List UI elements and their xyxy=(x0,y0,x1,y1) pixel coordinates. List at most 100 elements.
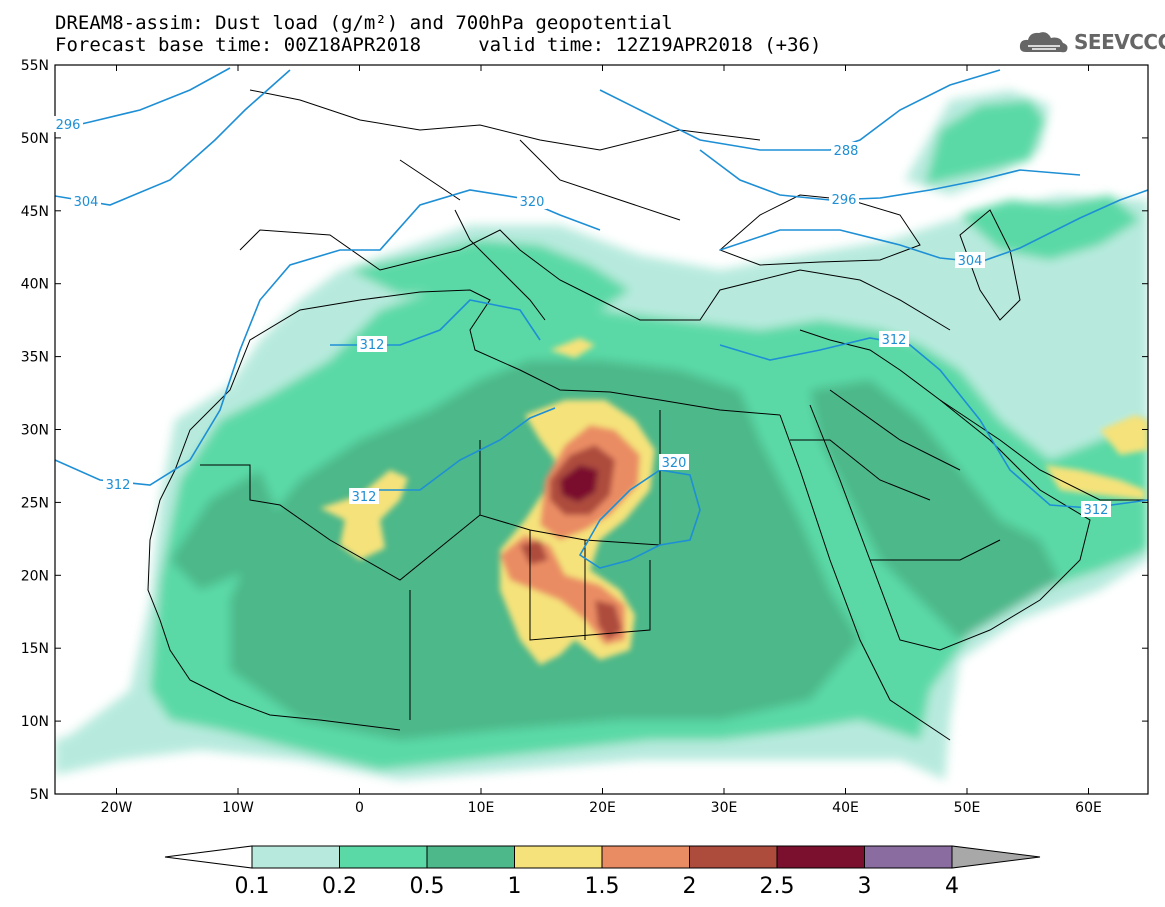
coast-red-sea xyxy=(779,414,951,741)
contour-label-bg xyxy=(659,454,689,470)
contour-312-mid xyxy=(330,299,541,346)
colorbar: 0.1 0.2 0.5 1 1.5 2 2.5 3 4 xyxy=(164,845,1041,899)
contour-312-west xyxy=(55,189,601,486)
lat-label: 25N xyxy=(21,495,49,511)
dust-peak-layers xyxy=(320,338,1148,665)
coast-italy xyxy=(454,209,546,321)
lon-label: 10W xyxy=(222,800,254,816)
contour-label-bg xyxy=(879,331,909,347)
colorbar-tick-label: 0.2 xyxy=(322,874,357,899)
contour-296-east xyxy=(699,149,1081,201)
lon-label: 50E xyxy=(954,800,981,816)
lat-label: 45N xyxy=(21,204,49,220)
geopotential-contours xyxy=(55,67,1148,569)
dust-level-1-gulf-east xyxy=(1100,415,1148,455)
contour-label-bg xyxy=(517,193,547,209)
contour-label-bg xyxy=(357,336,387,352)
contour-label: 312 xyxy=(1084,503,1109,518)
dust-level-1-med xyxy=(550,338,595,358)
lon-label: 30E xyxy=(711,800,738,816)
contour-label: 296 xyxy=(832,193,857,208)
lat-label: 55N xyxy=(21,58,49,74)
colorbar-tick-label: 0.1 xyxy=(235,874,270,899)
contour-320-loop xyxy=(578,469,701,569)
colorbar-swatch xyxy=(776,845,865,869)
coast-africa-west xyxy=(147,299,401,731)
coast-europe xyxy=(239,229,951,331)
colorbar-swatch xyxy=(251,845,340,869)
colorbar-tick-label: 1.5 xyxy=(585,874,620,899)
map-subtitle: Forecast base time: 00Z18APR2018 valid t… xyxy=(55,34,822,56)
colorbar-tick-label: 3 xyxy=(858,874,872,899)
contour-label-bg xyxy=(955,252,985,268)
lat-label: 50N xyxy=(21,131,49,147)
lat-label: 20N xyxy=(21,568,49,584)
colorbar-swatch xyxy=(339,845,428,869)
dust-level-0.2-caspian xyxy=(925,100,1045,185)
contour-312-east xyxy=(719,337,1148,509)
lon-label: 10E xyxy=(468,800,495,816)
map-area xyxy=(55,65,1148,794)
colorbar-lower-arrow xyxy=(164,845,253,869)
cloud-logo-icon xyxy=(1019,32,1068,53)
contour-label: 296 xyxy=(56,118,81,133)
colorbar-tick-label: 0.5 xyxy=(410,874,445,899)
coast-caspian xyxy=(959,209,1021,321)
border-lines-africa xyxy=(200,410,661,720)
colorbar-swatch xyxy=(426,845,515,869)
contour-label: 312 xyxy=(360,338,385,353)
dust-level-1-west xyxy=(320,470,408,560)
coast-africa-north xyxy=(359,289,781,416)
contour-label-bg xyxy=(349,488,379,504)
coast-persian-gulf xyxy=(939,399,1148,501)
logo-text: SEEVCCC xyxy=(1074,30,1165,54)
lat-label: 5N xyxy=(30,787,49,803)
colorbar-upper-arrow xyxy=(951,845,1041,869)
lon-label: 20W xyxy=(101,800,133,816)
contour-label: 312 xyxy=(352,490,377,505)
contour-label-bg xyxy=(831,142,861,158)
contour-label-bg xyxy=(53,116,83,132)
dust-level-0.5-arabia xyxy=(810,380,1060,640)
contour-label: 304 xyxy=(958,254,983,269)
colorbar-swatch xyxy=(601,845,690,869)
lon-label: 40E xyxy=(832,800,859,816)
dust-level-2-south xyxy=(595,600,622,640)
contour-label: 320 xyxy=(520,195,545,210)
coastlines xyxy=(147,89,1148,741)
lat-label: 35N xyxy=(21,350,49,366)
colorbar-tick-label: 1 xyxy=(508,874,522,899)
dust-level-2-mid xyxy=(520,540,548,565)
coast-black-sea xyxy=(719,194,921,266)
border-lines-mideast xyxy=(790,389,1001,561)
contour-label: 320 xyxy=(662,456,687,471)
coast-arabia xyxy=(799,329,1091,651)
contour-label: 312 xyxy=(106,478,131,493)
contour-label-bg xyxy=(1081,501,1111,517)
lon-label: 20E xyxy=(589,800,616,816)
contour-label: 312 xyxy=(882,333,907,348)
seevccc-logo: SEEVCCC xyxy=(1018,28,1165,56)
dust-level-1-gulf xyxy=(1045,465,1145,500)
dust-level-2.5 xyxy=(560,465,598,502)
contour-label: 288 xyxy=(834,144,859,159)
colorbar-swatch xyxy=(864,845,953,869)
contour-312-sahara xyxy=(370,407,556,491)
colorbar-tick-label: 2 xyxy=(683,874,697,899)
lat-label: 15N xyxy=(21,641,49,657)
contour-288-east xyxy=(599,69,1001,151)
contour-labels: 296 304 312 312 312 320 320 288 296 304 312 312 xyxy=(53,116,1111,518)
colorbar-tick-label: 2.5 xyxy=(760,874,795,899)
colorbar-swatch xyxy=(514,845,603,869)
contour-label: 304 xyxy=(74,195,99,210)
contour-label-bg xyxy=(103,476,133,492)
latitude-axis: 55N 50N 45N 40N 35N 30N 25N 20N 15N 10N 5N xyxy=(21,58,1148,803)
lat-label: 30N xyxy=(21,423,49,439)
lat-label: 40N xyxy=(21,277,49,293)
lon-label: 0 xyxy=(355,800,364,816)
longitude-axis: 20W 10W 0 10E 20E 30E 40E 50E 60E xyxy=(101,65,1102,816)
lon-label: 60E xyxy=(1075,800,1102,816)
contour-label-bg xyxy=(71,193,101,209)
map-title: DREAM8-assim: Dust load (g/m²) and 700hP… xyxy=(55,12,673,34)
